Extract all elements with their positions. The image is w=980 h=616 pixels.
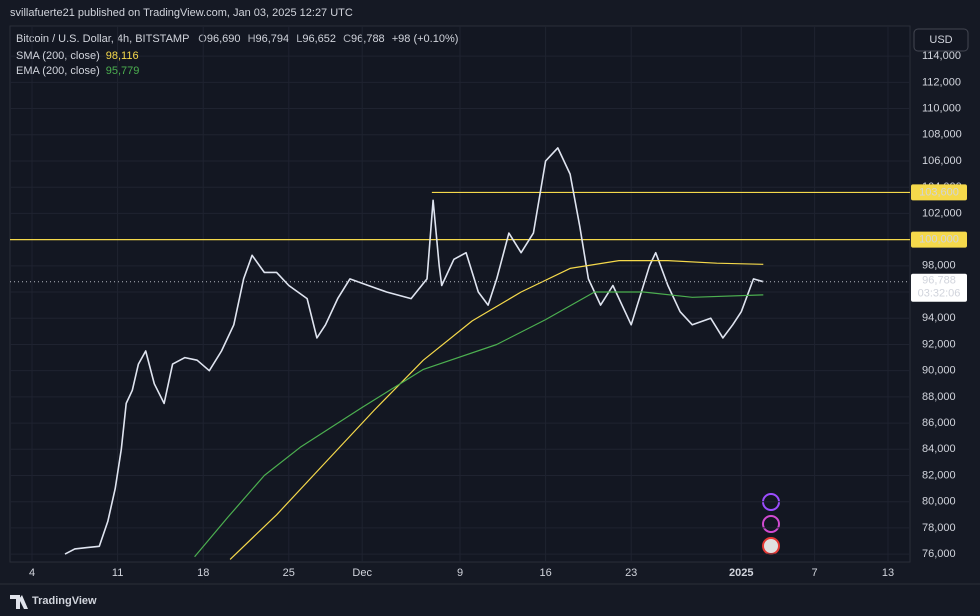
symbol: Bitcoin / U.S. Dollar, 4h, BITSTAMP <box>16 33 189 45</box>
level-label: 103,600 <box>919 186 959 198</box>
series-line <box>64 147 764 555</box>
x-tick-label: 11 <box>112 567 123 579</box>
last-price-label: 96,788 <box>922 275 956 287</box>
indicator-legend: EMA (200, close) 95,779 <box>16 65 139 77</box>
legend-main: Bitcoin / U.S. Dollar, 4h, BITSTAMP O96,… <box>16 33 458 45</box>
publisher: svillafuerte21 published on TradingView.… <box>10 7 353 19</box>
y-tick-label: 98,000 <box>922 260 956 272</box>
ohlc-value: 96,794 <box>256 33 290 45</box>
y-tick-label: 90,000 <box>922 365 956 377</box>
x-tick-label: 13 <box>882 567 894 579</box>
y-tick-label: 86,000 <box>922 417 956 429</box>
indicator-legend: SMA (200, close) 98,116 <box>16 50 139 62</box>
ohlc-key: H <box>248 33 256 45</box>
series-line <box>229 260 764 560</box>
y-tick-label: 84,000 <box>922 443 956 455</box>
ohlc-key: C <box>343 33 351 45</box>
level-label: 100,000 <box>919 234 959 246</box>
indicator-value: 98,116 <box>106 50 139 62</box>
indicator-name: EMA (200, close) <box>16 65 100 77</box>
y-tick-label: 114,000 <box>922 50 961 62</box>
y-tick-label: 92,000 <box>922 338 956 350</box>
ohlc-value: 96,788 <box>351 33 385 45</box>
brand-logo <box>10 595 28 609</box>
y-tick-label: 78,000 <box>922 522 956 534</box>
y-tick-label: 106,000 <box>922 155 962 167</box>
indicator-name: SMA (200, close) <box>16 50 100 62</box>
currency[interactable]: USD <box>929 34 952 46</box>
x-tick-label: 4 <box>29 567 35 579</box>
change: +98 (+0.10%) <box>392 33 459 45</box>
icon[interactable] <box>762 515 780 533</box>
brand: TradingView <box>32 595 97 607</box>
x-tick-label: Dec <box>352 567 372 579</box>
ohlc-value: 96,690 <box>207 33 241 45</box>
y-tick-label: 102,000 <box>922 207 962 219</box>
series-line <box>194 291 764 558</box>
x-tick-label: 9 <box>457 567 463 579</box>
y-tick-label: 112,000 <box>922 76 961 88</box>
currency-button[interactable] <box>913 28 969 52</box>
last-price-badge <box>911 273 967 302</box>
y-tick-label: 88,000 <box>922 391 956 403</box>
x-tick-label: 7 <box>812 567 818 579</box>
icon[interactable] <box>762 537 780 555</box>
y-tick-label: 82,000 <box>922 469 956 481</box>
x-tick-label: 23 <box>625 567 637 579</box>
x-tick-label: 18 <box>197 567 209 579</box>
countdown: 03:32:06 <box>918 288 961 300</box>
x-tick-label: 16 <box>539 567 551 579</box>
y-tick-label: 108,000 <box>922 129 962 141</box>
y-tick-label: 76,000 <box>922 548 956 560</box>
y-tick-label: 110,000 <box>922 102 961 114</box>
level-badge <box>911 184 967 201</box>
y-tick-label: 80,000 <box>922 496 956 508</box>
level-badge <box>911 231 967 248</box>
x-tick-label: 2025 <box>729 567 753 579</box>
indicator-value: 95,779 <box>106 65 140 77</box>
ohlc-key: L <box>296 33 302 45</box>
y-tick-label: 94,000 <box>922 312 956 324</box>
plot-layer <box>10 26 910 562</box>
ohlc-value: 96,652 <box>302 33 336 45</box>
x-tick-label: 25 <box>283 567 295 579</box>
